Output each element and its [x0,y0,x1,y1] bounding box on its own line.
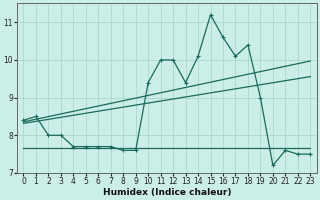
X-axis label: Humidex (Indice chaleur): Humidex (Indice chaleur) [103,188,231,197]
